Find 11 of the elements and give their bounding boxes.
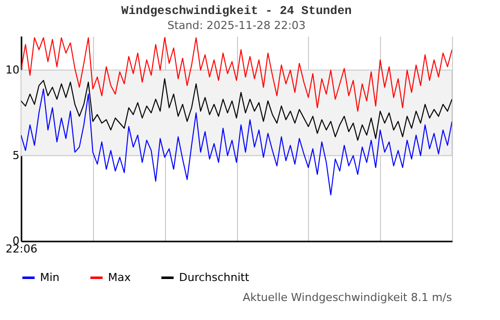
line-series — [21, 88, 452, 196]
line-series — [21, 37, 452, 112]
legend-label: Min — [40, 270, 60, 284]
legend-label: Max — [108, 270, 132, 284]
text: Aktuelle Windgeschwindigkeit 8.1 m/s — [242, 291, 452, 304]
chart-subtitle: Stand: 2025-11-28 22:03 — [167, 19, 306, 32]
y-tick-label: 10 — [6, 64, 20, 77]
y-tick-label: 5 — [12, 149, 20, 162]
legend-label: Durchschnitt — [179, 270, 250, 284]
chart-title: Windgeschwindigkeit - 24 Stunden — [121, 4, 352, 18]
line-series — [21, 78, 452, 141]
